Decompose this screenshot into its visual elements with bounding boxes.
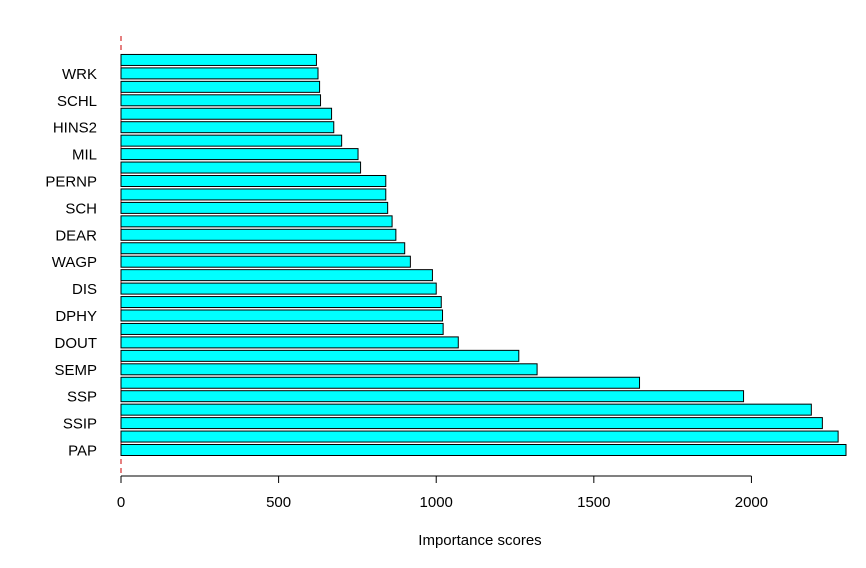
category-label: WRK [62,66,97,83]
bar [120,444,847,456]
bar-group [120,53,847,456]
bar [120,309,444,322]
bar [120,175,387,187]
bar [120,188,387,201]
bar [120,390,745,403]
bar [120,228,397,241]
x-tick-label: 1000 [420,494,453,511]
category-label: DIS [72,281,97,298]
bar [120,269,433,282]
bar [120,255,411,268]
x-tick-label: 1500 [577,494,610,511]
bar [120,121,335,134]
x-axis-label: Importance scores [418,532,541,549]
category-label: SCHL [57,93,97,110]
category-labels: PAP SSIP SSP SEMP DOUT DPHY DIS WAGP DEAR SCH PERN… [45,66,97,460]
bar [120,403,812,416]
bar [120,94,322,107]
bar [120,282,437,295]
bar [120,242,406,255]
bar [120,67,319,80]
bar [120,376,641,389]
category-label: SSP [67,389,97,406]
bar [120,363,538,376]
category-label: WAGP [52,254,97,271]
x-axis: 0 500 1000 1500 2000 [117,475,768,511]
category-label: SCH [65,200,97,217]
category-label: MIL [72,147,97,164]
category-label: HINS2 [53,120,97,137]
bar [120,417,823,430]
bar [120,430,839,443]
x-tick-label: 0 [117,494,125,511]
category-label: DOUT [55,335,98,352]
category-label: PAP [68,443,97,460]
x-axis-ticks: 0 500 1000 1500 2000 [117,476,768,511]
bar [120,107,333,120]
bar [120,215,393,228]
category-label: DEAR [55,227,97,244]
bar [120,349,520,362]
bar [120,134,343,147]
x-tick-label: 500 [266,494,291,511]
x-tick-label: 2000 [735,494,768,511]
category-label: SSIP [63,416,97,433]
bar [120,201,389,214]
category-label: SEMP [54,362,97,379]
bar [120,336,459,349]
bar [120,80,321,93]
bar [120,322,444,335]
bar [120,148,359,161]
bar [120,53,317,66]
bar [120,161,362,174]
category-label: PERNP [45,174,97,191]
bar [120,296,442,309]
category-label: DPHY [55,308,97,325]
